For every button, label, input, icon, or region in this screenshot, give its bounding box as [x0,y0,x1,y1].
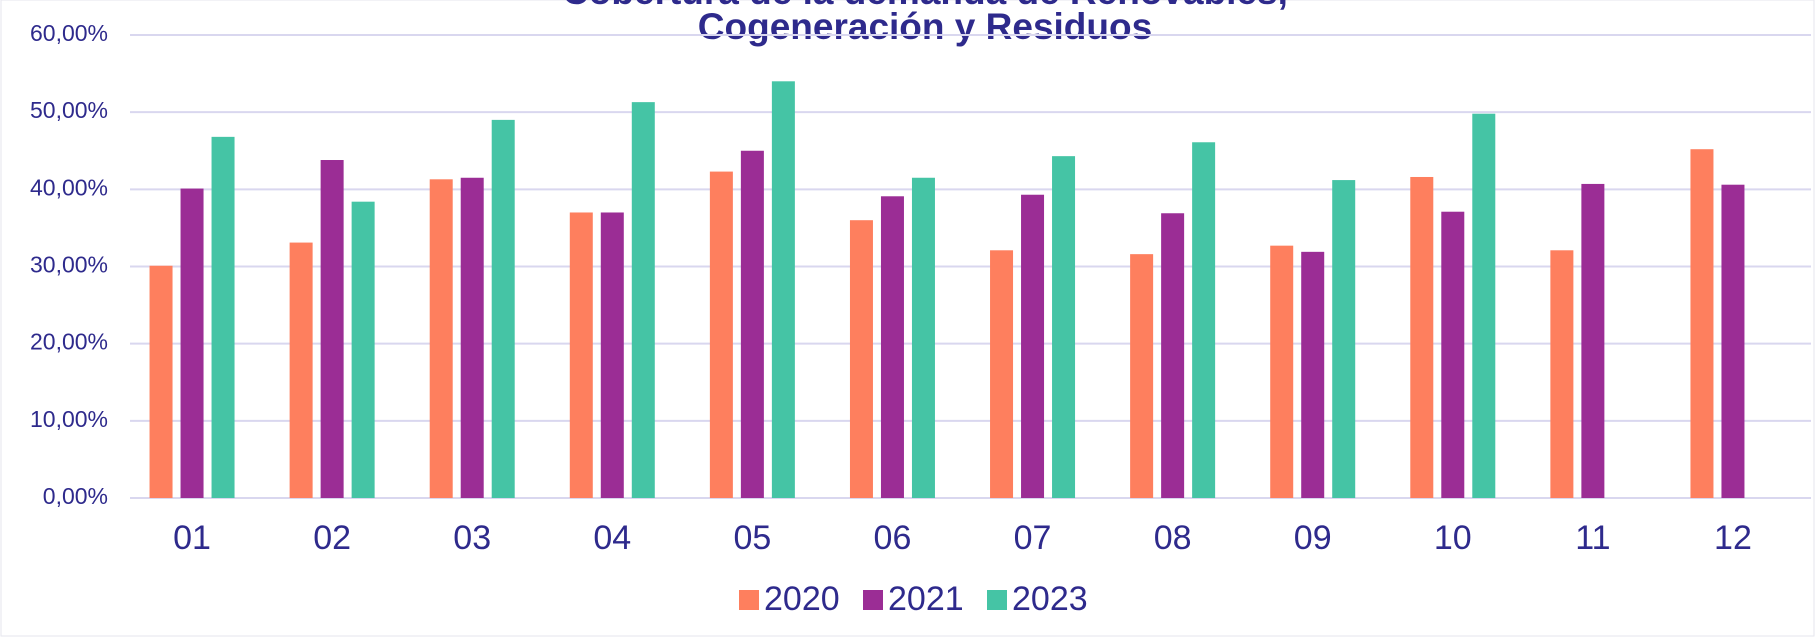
bar [740,150,764,498]
bar [1130,254,1154,498]
bar [1721,184,1745,498]
bar [211,136,235,499]
bar [569,212,593,498]
bar [849,220,873,498]
x-tick-label: 04 [593,519,631,557]
bar [289,242,313,498]
x-tick-label: 10 [1434,519,1472,557]
legend-label: 2023 [1012,580,1088,618]
x-tick-label: 08 [1154,519,1192,557]
bar [180,188,204,499]
bar [1690,149,1714,498]
bar [491,119,515,498]
y-tick-label: 60,00% [30,20,108,46]
bar [1441,211,1465,498]
bar [1270,245,1294,498]
bar [1581,183,1605,498]
chart-title: Cobertura de la demanda de Renovables, [562,0,1288,12]
bar [1021,194,1045,499]
legend-label: 2020 [764,580,840,618]
bar [990,250,1014,498]
bar [911,177,935,498]
legend-swatch [739,590,759,610]
bar [1332,180,1356,498]
bar [1550,250,1574,498]
y-tick-label: 40,00% [30,174,108,200]
bar [351,201,375,498]
y-tick-label: 0,00% [43,483,108,509]
bar [631,102,655,498]
bar [1472,113,1496,499]
x-tick-label: 09 [1294,519,1332,557]
x-tick-label: 12 [1714,519,1752,557]
bar [460,177,484,498]
bar [709,171,733,498]
x-tick-label: 07 [1014,519,1052,557]
x-tick-label: 05 [733,519,771,557]
x-tick-label: 11 [1575,519,1610,557]
bar [1161,213,1185,498]
y-tick-label: 20,00% [30,329,108,355]
bar [880,196,904,499]
x-tick-label: 03 [453,519,491,557]
bar [771,81,795,499]
chart-title: Cogeneración y Residuos [698,6,1152,47]
y-tick-label: 50,00% [30,97,108,123]
legend-label: 2021 [888,580,964,618]
x-tick-label: 02 [313,519,351,557]
bar [1301,251,1325,498]
y-tick-label: 30,00% [30,252,108,278]
x-tick-label: 06 [874,519,912,557]
legend-swatch [863,590,883,610]
bar [1410,176,1434,498]
bar [600,212,624,498]
legend-swatch [987,590,1007,610]
bar [1192,142,1216,499]
x-tick-label: 01 [173,519,211,557]
bar [1052,156,1076,498]
y-tick-label: 10,00% [30,406,108,432]
bar [149,265,173,498]
bar [320,160,344,498]
bar [429,179,453,498]
